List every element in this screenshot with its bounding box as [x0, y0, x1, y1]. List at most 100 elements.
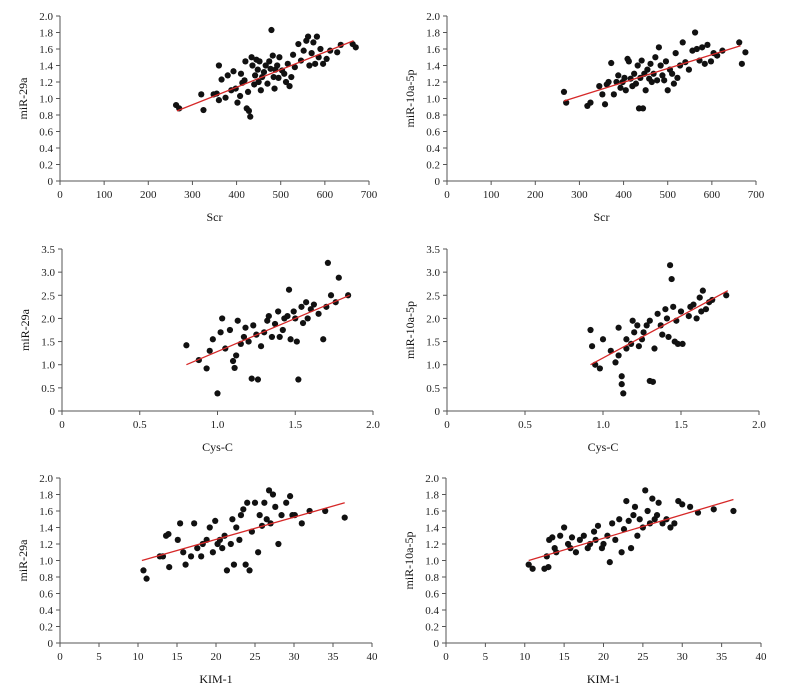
- data-point: [255, 78, 262, 86]
- data-point: [662, 58, 670, 65]
- scatter-panel-3: 0 0.5 1.0 1.5 2.0 2.5 3.0 3.5 0 0.5 1.0 1.5 2.0 Cys-C…: [18, 244, 380, 454]
- data-point: [219, 315, 226, 322]
- y-tick-label: 0: [48, 176, 54, 188]
- data-point: [590, 528, 598, 535]
- x-tick-label: 5: [483, 651, 489, 663]
- data-point: [230, 68, 237, 75]
- x-tick-label: 20: [211, 651, 223, 663]
- x-tick-label: 1.0: [211, 419, 225, 431]
- data-point: [629, 317, 636, 324]
- data-point: [674, 340, 681, 347]
- data-point: [241, 77, 248, 84]
- data-point: [249, 62, 256, 69]
- data-point: [588, 343, 596, 350]
- data-point: [631, 70, 638, 77]
- data-point: [275, 74, 282, 81]
- scatter-panel-2: 0 0.2 0.4 0.6 0.8 1.0 1.2 1.4 1.6 1.8 2.0 0 100 200 30…: [403, 11, 765, 224]
- data-point: [568, 534, 576, 541]
- data-point: [635, 343, 642, 350]
- x-tick-label: 600: [317, 189, 334, 201]
- x-tick-label: 200: [140, 189, 157, 201]
- y-tick-label: 1.0: [39, 94, 53, 106]
- data-point: [615, 324, 622, 331]
- data-point: [525, 561, 532, 568]
- data-point: [587, 99, 594, 106]
- data-point: [242, 324, 249, 331]
- data-point: [587, 326, 594, 334]
- data-point: [283, 499, 290, 506]
- data-point: [308, 50, 315, 57]
- x-tick-label: 200: [527, 189, 544, 201]
- y-tick-label: 2.5: [426, 290, 440, 302]
- y-tick-label: 0.2: [426, 160, 440, 172]
- data-point: [630, 512, 637, 519]
- data-point: [669, 70, 676, 77]
- data-point: [230, 561, 238, 568]
- x-tick-label: 40: [367, 651, 379, 663]
- data-point: [609, 520, 616, 527]
- data-point: [177, 520, 184, 527]
- data-point: [270, 73, 277, 81]
- data-point: [274, 62, 281, 69]
- y-tick-label: 0.8: [39, 572, 53, 584]
- data-point: [268, 26, 275, 34]
- y-tick-label: 1.2: [39, 539, 53, 551]
- y-tick-label: 0.6: [426, 127, 440, 139]
- data-point: [662, 306, 669, 313]
- data-point: [651, 345, 658, 352]
- data-point: [707, 58, 715, 65]
- data-point: [269, 491, 277, 498]
- y-tick-label: 0.2: [39, 622, 53, 634]
- data-point: [260, 69, 268, 76]
- data-point: [617, 84, 624, 91]
- data-point: [233, 352, 240, 359]
- data-point: [234, 317, 241, 324]
- data-point: [240, 333, 248, 341]
- data-point: [693, 315, 700, 322]
- data-point: [655, 44, 662, 51]
- data-point: [710, 506, 717, 513]
- data-point: [664, 87, 671, 94]
- data-point: [206, 524, 213, 531]
- data-point: [315, 310, 322, 317]
- y-tick-label: 0: [48, 638, 54, 650]
- data-point: [654, 77, 661, 84]
- y-axis-label: miR-10a-5p: [402, 532, 416, 590]
- data-point: [282, 78, 290, 86]
- data-point: [632, 80, 640, 87]
- y-tick-label: 2.5: [41, 290, 55, 302]
- x-tick-label: 300: [184, 189, 201, 201]
- data-point: [341, 514, 348, 521]
- y-tick-label: 0: [435, 406, 441, 418]
- data-point: [620, 526, 628, 533]
- x-tick-label: 2.0: [366, 419, 380, 431]
- y-tick-label: 0.8: [39, 110, 53, 122]
- data-point: [231, 364, 238, 372]
- data-point: [310, 301, 318, 308]
- data-point: [691, 29, 699, 36]
- data-point: [223, 567, 231, 574]
- y-tick-label: 1.0: [426, 94, 440, 106]
- data-point: [166, 564, 173, 571]
- x-tick-label: 600: [704, 189, 721, 201]
- data-point: [670, 80, 677, 87]
- data-point: [742, 49, 749, 56]
- data-point: [310, 39, 317, 46]
- data-point: [236, 536, 243, 543]
- data-point: [295, 376, 302, 383]
- data-point: [636, 516, 643, 523]
- data-point: [572, 549, 580, 556]
- data-point: [284, 60, 291, 67]
- x-tick-label: 25: [250, 651, 262, 663]
- data-point: [252, 72, 259, 79]
- y-tick-label: 3.5: [426, 244, 440, 256]
- data-point: [640, 329, 647, 336]
- y-tick-label: 0.2: [425, 622, 439, 634]
- data-point: [266, 58, 273, 65]
- data-point: [699, 44, 706, 51]
- data-point: [263, 516, 270, 523]
- data-point: [594, 522, 602, 529]
- data-point: [623, 345, 630, 352]
- x-tick-label: 0: [57, 189, 63, 201]
- data-point: [174, 536, 181, 543]
